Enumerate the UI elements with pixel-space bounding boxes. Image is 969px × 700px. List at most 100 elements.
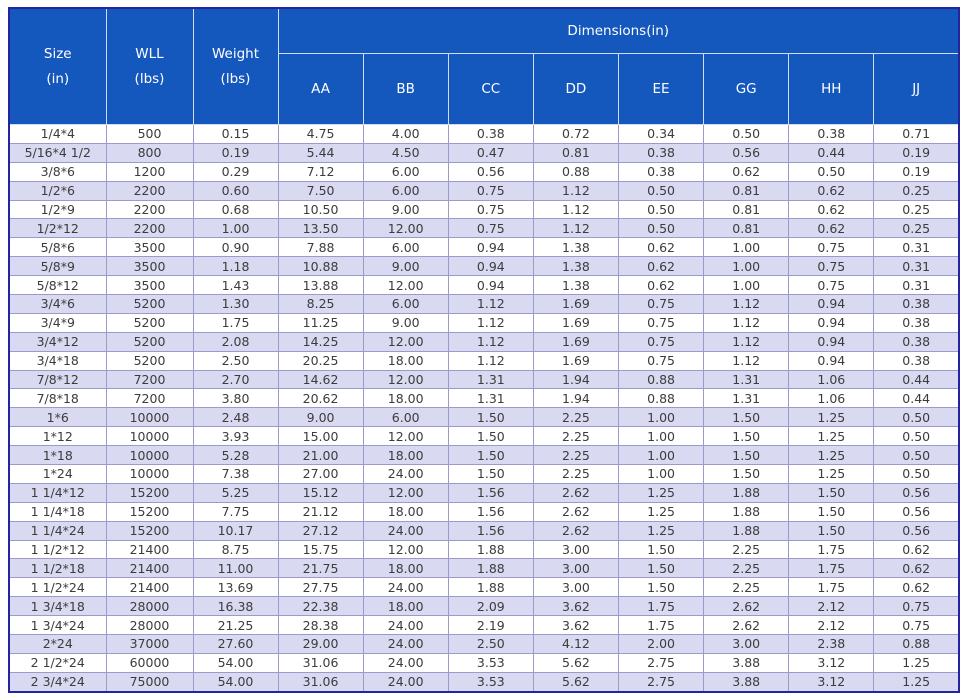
table-cell: 2.25 [532, 445, 620, 466]
table-cell: 2200 [105, 218, 194, 239]
table-cell: 1.50 [703, 464, 790, 484]
col-header-dim-jj: JJ [873, 53, 960, 125]
table-cell: 0.94 [788, 350, 875, 371]
table-cell: 7/8*18 [8, 388, 107, 409]
table-cell: 24.00 [362, 520, 449, 541]
col-header-wll-label: WLL [135, 46, 164, 62]
table-cell: 10000 [105, 464, 194, 484]
table-cell: 9.00 [362, 312, 449, 333]
table-cell: 0.31 [873, 256, 960, 277]
table-row: 7/8*12 7200 2.70 14.62 12.00 1.31 1.94 0.88 1.31… [8, 369, 960, 390]
table-cell: 6.00 [362, 407, 449, 428]
table-cell: 2.62 [532, 501, 620, 522]
table-row: 3/4*6 5200 1.30 8.25 6.00 1.12 1.69 0.75 1.12 0.9… [8, 294, 960, 314]
table-cell: 0.44 [788, 142, 875, 163]
table-cell: 24.00 [362, 652, 449, 673]
col-header-weight-label: Weight [211, 46, 260, 62]
table-cell: 1.25 [873, 671, 960, 693]
col-header-weight-unit: (lbs) [220, 71, 251, 87]
table-cell: 1.88 [703, 482, 790, 503]
col-header-dim-cc: CC [447, 53, 534, 125]
table-cell: 2.25 [703, 577, 790, 598]
table-cell: 0.75 [788, 275, 875, 296]
table-cell: 3.53 [447, 652, 534, 673]
table-cell: 0.71 [873, 124, 960, 144]
table-cell: 13.69 [192, 577, 279, 598]
table-cell: 0.19 [192, 142, 279, 163]
table-cell: 24.00 [362, 634, 449, 654]
table-cell: 0.50 [873, 464, 960, 484]
table-row: 3/4*9 5200 1.75 11.25 9.00 1.12 1.69 0.75 1.12 0.… [8, 312, 960, 333]
table-cell: 0.75 [447, 218, 534, 239]
table-cell: 1.50 [788, 520, 875, 541]
table-cell: 0.62 [617, 275, 705, 296]
table-cell: 2.12 [788, 615, 875, 636]
table-cell: 1.94 [532, 388, 620, 409]
table-cell: 21.75 [277, 558, 364, 579]
table-cell: 0.31 [873, 237, 960, 258]
table-cell: 1.38 [532, 256, 620, 277]
table-cell: 21400 [105, 577, 194, 598]
table-cell: 7.88 [277, 237, 364, 258]
table-cell: 0.81 [703, 180, 790, 201]
table-cell: 4.75 [277, 124, 364, 144]
table-cell: 3.62 [532, 596, 620, 617]
table-cell: 4.50 [362, 142, 449, 163]
table-row: 1*6 10000 2.48 9.00 6.00 1.50 2.25 1.00 1.50 1.25… [8, 407, 960, 428]
table-cell: 7.38 [192, 464, 279, 484]
table-cell: 1.12 [703, 331, 790, 352]
table-cell: 1.06 [788, 388, 875, 409]
table-cell: 3.12 [788, 652, 875, 673]
table-row: 1*12 10000 3.93 15.00 12.00 1.50 2.25 1.00 1.50 1… [8, 426, 960, 447]
table-cell: 1.75 [617, 596, 705, 617]
table-cell: 2.25 [532, 426, 620, 447]
table-cell: 0.62 [788, 180, 875, 201]
table-cell: 0.62 [617, 237, 705, 258]
table-cell: 1.12 [532, 199, 620, 220]
table-cell: 12.00 [362, 369, 449, 390]
table-cell: 0.50 [617, 199, 705, 220]
table-cell: 2.62 [703, 615, 790, 636]
table-cell: 2.00 [617, 634, 705, 654]
table-cell: 2*24 [8, 634, 107, 654]
table-row: 1/2*9 2200 0.68 10.50 9.00 0.75 1.12 0.50 0.81 0.… [8, 199, 960, 220]
col-header-wll-unit: (lbs) [134, 71, 165, 87]
table-cell: 9.00 [277, 407, 364, 428]
table-cell: 37000 [105, 634, 194, 654]
table-cell: 1*18 [8, 445, 107, 466]
table-cell: 3.62 [532, 615, 620, 636]
table-cell: 1.00 [703, 275, 790, 296]
table-cell: 5/16*4 1/2 [8, 142, 107, 163]
table-cell: 1.00 [703, 237, 790, 258]
table-cell: 5200 [105, 350, 194, 371]
table-cell: 0.94 [447, 256, 534, 277]
table-cell: 3500 [105, 256, 194, 277]
table-cell: 15200 [105, 482, 194, 503]
table-cell: 5.25 [192, 482, 279, 503]
table-cell: 0.81 [703, 199, 790, 220]
table-cell: 1/2*6 [8, 180, 107, 201]
table-cell: 1.31 [703, 388, 790, 409]
col-header-size-unit: (in) [46, 71, 70, 87]
table-cell: 1.25 [617, 482, 705, 503]
table-cell: 0.90 [192, 237, 279, 258]
table-cell: 0.50 [617, 218, 705, 239]
table-cell: 1.38 [532, 275, 620, 296]
table-row: 1/2*12 2200 1.00 13.50 12.00 0.75 1.12 0.50 0.81… [8, 218, 960, 239]
table-cell: 1 1/4*12 [8, 482, 107, 503]
table-cell: 15200 [105, 520, 194, 541]
table-cell: 1.75 [788, 558, 875, 579]
table-cell: 2.25 [703, 558, 790, 579]
table-cell: 1.00 [617, 464, 705, 484]
table-cell: 3500 [105, 275, 194, 296]
table-cell: 1.38 [532, 237, 620, 258]
table-cell: 18.00 [362, 596, 449, 617]
table-cell: 11.00 [192, 558, 279, 579]
table-cell: 0.75 [788, 256, 875, 277]
table-cell: 1*12 [8, 426, 107, 447]
table-cell: 0.19 [873, 161, 960, 182]
table-cell: 0.56 [873, 520, 960, 541]
table-row: 1*24 10000 7.38 27.00 24.00 1.50 2.25 1.00 1.50 1… [8, 464, 960, 484]
table-row: 5/8*12 3500 1.43 13.88 12.00 0.94 1.38 0.62 1.00… [8, 275, 960, 296]
table-cell: 2200 [105, 180, 194, 201]
